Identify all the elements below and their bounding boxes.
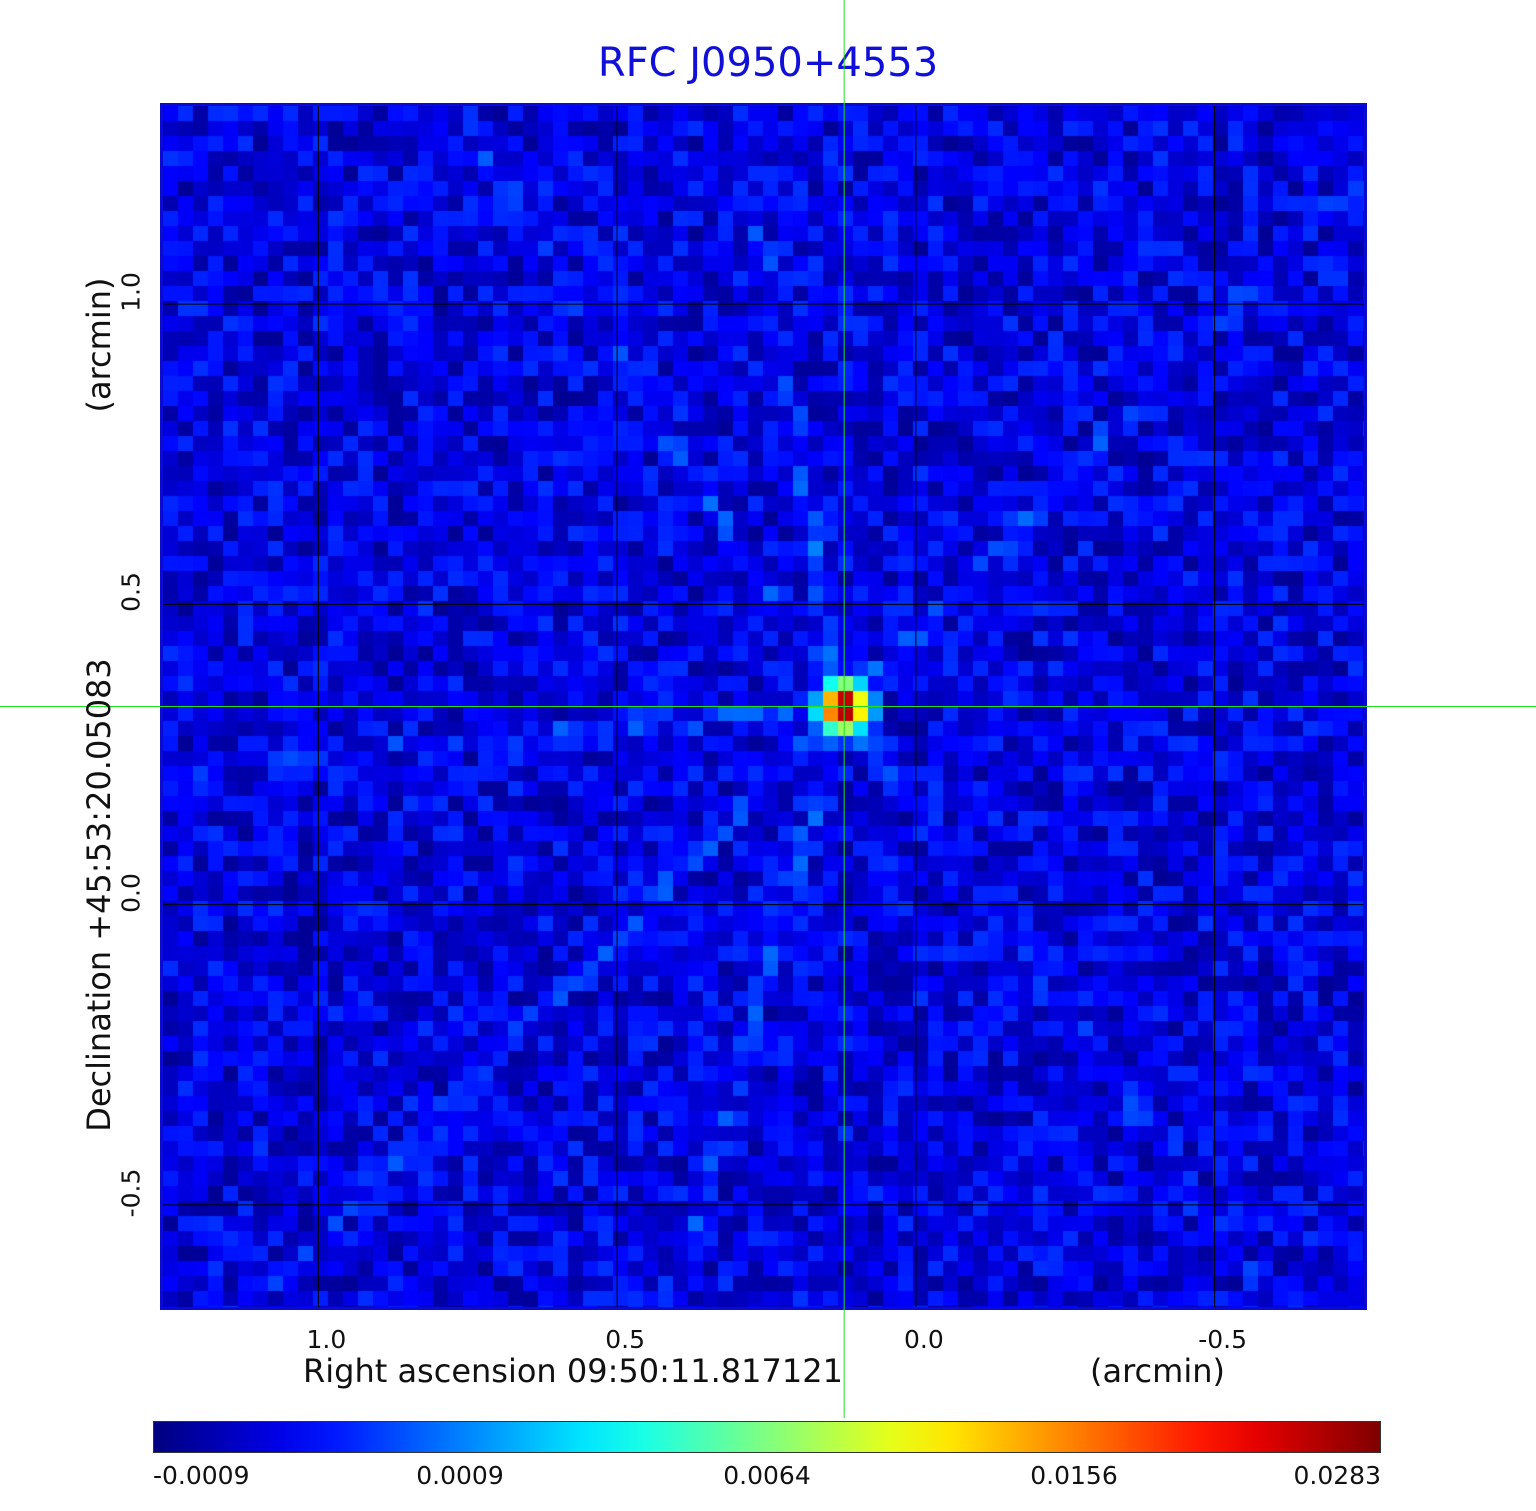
colorbar-tick-label: 0.0009	[416, 1461, 504, 1490]
plot-title: RFC J0950+4553	[597, 40, 939, 86]
y-axis-label: Declination +45:53:20.05083	[80, 658, 118, 1132]
y-tick-label: 0.0	[116, 872, 146, 913]
y-tick-label: 0.5	[116, 572, 146, 613]
colorbar	[153, 1421, 1381, 1453]
y-axis-unit: (arcmin)	[80, 277, 118, 413]
colorbar-tick-label: -0.0009	[153, 1461, 250, 1490]
x-tick-label: 0.0	[903, 1325, 944, 1354]
x-tick-label: 0.5	[605, 1325, 645, 1354]
plot-area[interactable]	[160, 103, 1367, 1310]
coordinate-grid	[163, 106, 1364, 1307]
x-axis-unit: (arcmin)	[1090, 1352, 1225, 1390]
x-tick-label: -0.5	[1198, 1325, 1247, 1354]
colorbar-tick-label: 0.0283	[1293, 1461, 1381, 1490]
colorbar-tick-label: 0.0064	[723, 1461, 811, 1490]
y-tick-label: 1.0	[116, 272, 146, 313]
y-tick-label: -0.5	[116, 1168, 146, 1218]
x-tick-label: 1.0	[306, 1325, 347, 1354]
x-axis-label: Right ascension 09:50:11.817121	[303, 1352, 843, 1390]
colorbar-tick-label: 0.0156	[1030, 1461, 1118, 1490]
